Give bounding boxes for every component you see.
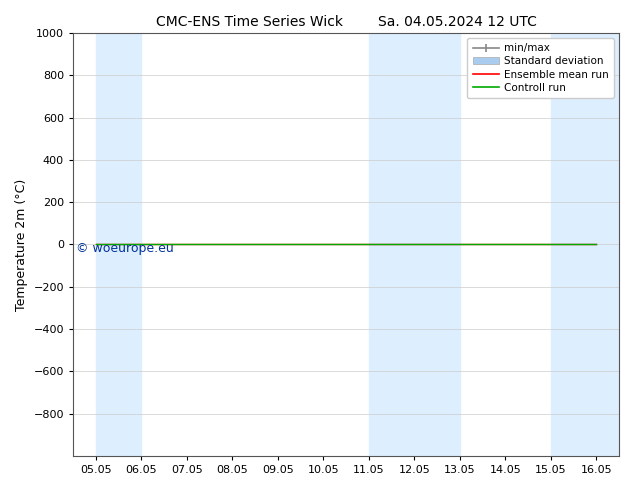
Legend: min/max, Standard deviation, Ensemble mean run, Controll run: min/max, Standard deviation, Ensemble me… bbox=[467, 38, 614, 98]
Y-axis label: Temperature 2m (°C): Temperature 2m (°C) bbox=[15, 178, 28, 311]
Bar bbox=[96, 33, 141, 456]
Bar bbox=[551, 33, 634, 456]
Text: © woeurope.eu: © woeurope.eu bbox=[76, 243, 174, 255]
Bar bbox=[369, 33, 460, 456]
Title: CMC-ENS Time Series Wick        Sa. 04.05.2024 12 UTC: CMC-ENS Time Series Wick Sa. 04.05.2024 … bbox=[155, 15, 536, 29]
